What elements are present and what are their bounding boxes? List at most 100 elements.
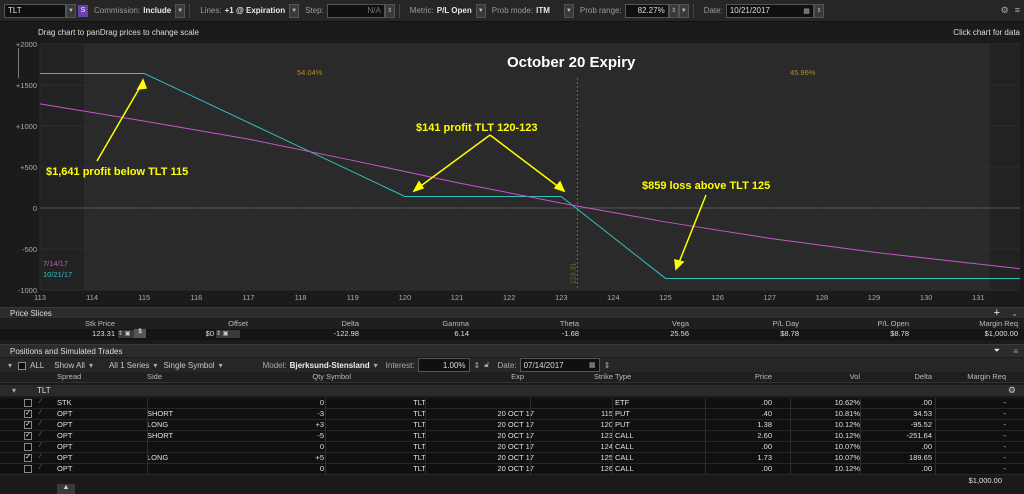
cell-qty[interactable]: 0 (319, 398, 324, 407)
cell-strike[interactable]: 115 (601, 409, 613, 418)
step-spinner[interactable]: ⇕ (384, 3, 395, 18)
prob-range-dropdown-button[interactable]: ▼ (678, 3, 689, 18)
cell-qty[interactable]: -5 (317, 431, 324, 440)
cell-price[interactable]: 1.73 (757, 453, 772, 462)
step-input[interactable]: N/A (326, 3, 385, 18)
add-slice-icon[interactable]: + (993, 307, 1000, 319)
cell-vol[interactable]: 10.81% (834, 409, 860, 418)
symbol-input[interactable]: TLT (4, 3, 66, 18)
cell-side[interactable]: LONG (147, 453, 169, 462)
collapse-icon[interactable]: ⌄ (1011, 308, 1018, 318)
dollar-icon[interactable]: $ (134, 329, 146, 338)
cell-side[interactable]: SHORT (147, 431, 174, 440)
lines-dropdown-button[interactable]: ▼ (289, 3, 300, 18)
cell-price[interactable]: 1.38 (757, 420, 772, 429)
cell-vol[interactable]: 10.12% (834, 420, 860, 429)
table-row[interactable]: ✓ ⁄ OPT SHORT -3 TLT 20 OCT 17 115 PUT .40 10.81% 3… (0, 409, 1024, 420)
cell-qty[interactable]: +3 (315, 420, 324, 429)
cell-side[interactable]: SHORT (147, 409, 174, 418)
table-row[interactable]: ⁄ OPT 0 TLT 20 OCT 17 124 CALL .00 10.07% .00 - (0, 442, 1024, 453)
chevron-down-icon[interactable]: ▾ (373, 360, 378, 370)
drag-handle-icon[interactable]: ⁄ (40, 453, 42, 460)
model-dropdown[interactable]: Bjerksund-Stensland (289, 360, 370, 370)
chevron-down-icon[interactable]: ▾ (88, 360, 93, 370)
pos-date-input[interactable]: 07/14/2017 ▦ (519, 358, 600, 372)
cell-vol[interactable]: 10.12% (834, 464, 860, 473)
symbol-group-row[interactable]: ▾ TLT ⚙ (0, 385, 1024, 396)
cell-price[interactable]: .00 (761, 398, 772, 407)
cell-vol[interactable]: 10.07% (834, 453, 860, 462)
cell-price[interactable]: .40 (761, 409, 772, 418)
interest-input[interactable]: 1.00% (417, 358, 470, 372)
interest-spinner[interactable]: ⇕ (473, 360, 481, 370)
cell-vol[interactable]: 10.07% (834, 442, 860, 451)
chart-canvas[interactable]: +2000 +1500 +1000 +500 0 -500 -1000 113 114 115 1… (0, 22, 1024, 304)
cell-qty[interactable]: -3 (317, 409, 324, 418)
drag-handle-icon[interactable]: ⁄ (40, 431, 42, 438)
drag-handle-icon[interactable]: ⁄ (40, 409, 42, 416)
symbol-mode-dropdown[interactable]: Single Symbol (163, 360, 215, 370)
chevron-down-icon[interactable]: ▾ (12, 386, 17, 395)
row-checkbox[interactable] (24, 443, 32, 451)
cell-exp[interactable]: 20 OCT 17 (497, 409, 534, 418)
cell-strike[interactable]: 120 (600, 420, 613, 429)
prob-mode-dropdown-button[interactable]: ▼ (563, 3, 574, 18)
cell-strike[interactable]: 124 (600, 442, 613, 451)
table-row[interactable]: ✓ ⁄ OPT SHORT -5 TLT 20 OCT 17 123 CALL 2.60 10.12… (0, 431, 1024, 442)
prob-range-input[interactable]: 82.27% (624, 3, 669, 18)
drag-handle-icon[interactable]: ⁄ (40, 464, 42, 471)
gear-icon[interactable]: ⚙ (1000, 5, 1009, 15)
stk-price-controls[interactable]: ⇕ ▣ (118, 330, 142, 338)
offset-controls[interactable]: ⇕ ▣ (216, 330, 240, 338)
table-row[interactable]: ⁄ STK 0 TLT ETF .00 10.62% .00 - (0, 398, 1024, 409)
series-dropdown[interactable]: All 1 Series (108, 360, 150, 370)
expand-icon[interactable]: ▾ (8, 360, 13, 370)
cell-side[interactable]: LONG (147, 420, 169, 429)
drag-handle-icon[interactable]: ⁄ (40, 420, 42, 427)
cell-qty[interactable]: 0 (319, 464, 324, 473)
zoom-slider[interactable] (18, 48, 24, 78)
lines-value[interactable]: +1 @ Expiration (224, 6, 286, 15)
cell-strike[interactable]: 125 (600, 453, 613, 462)
cell-price[interactable]: .00 (761, 442, 772, 451)
cell-exp[interactable]: 20 OCT 17 (497, 442, 534, 451)
date-input[interactable]: 10/21/2017 ▦ (725, 3, 814, 18)
price-slice-row[interactable]: 123.31 ⇕ ▣ $ $0 ⇕ ▣ -122.98 6.14 -1.68 2… (0, 329, 1024, 340)
cell-vol[interactable]: 10.62% (834, 398, 860, 407)
show-all-dropdown[interactable]: Show All (54, 360, 85, 370)
collapse-icon[interactable]: ⏷ (993, 346, 1000, 355)
cell-vol[interactable]: 10.12% (834, 431, 860, 440)
row-checkbox[interactable]: ✓ (24, 454, 32, 462)
table-row[interactable]: ⁄ OPT 0 TLT 20 OCT 17 126 CALL .00 10.12% .00 - (0, 464, 1024, 475)
gear-icon[interactable]: ⚙ (1007, 385, 1016, 395)
prob-range-spinner[interactable]: ⇕ (668, 3, 679, 18)
symbol-dropdown-button[interactable]: ▼ (66, 3, 76, 18)
cell-qty[interactable]: 0 (319, 442, 324, 451)
positions-header[interactable]: Positions and Simulated Trades ⏷ ≡ (0, 344, 1024, 357)
row-checkbox[interactable] (24, 465, 32, 473)
table-row[interactable]: ✓ ⁄ OPT LONG +5 TLT 20 OCT 17 125 CALL 1.73 10.07%… (0, 453, 1024, 464)
cell-exp[interactable]: 20 OCT 17 (497, 464, 534, 473)
prob-mode-value[interactable]: ITM (536, 6, 550, 15)
calendar-icon[interactable]: ▦ (803, 7, 810, 15)
cell-exp[interactable]: 20 OCT 17 (497, 420, 534, 429)
drag-handle-icon[interactable]: ⁄ (40, 442, 42, 449)
menu-icon[interactable]: ≡ (1014, 5, 1020, 15)
cell-strike[interactable]: 126 (600, 464, 613, 473)
commission-value[interactable]: Include (143, 6, 172, 15)
offset-value[interactable]: $0 (205, 329, 214, 338)
row-checkbox[interactable] (24, 399, 32, 407)
table-row[interactable]: ✓ ⁄ OPT LONG +3 TLT 20 OCT 17 120 PUT 1.38 10.12% -… (0, 420, 1024, 431)
cell-price[interactable]: .00 (761, 464, 772, 473)
metric-value[interactable]: P/L Open (436, 6, 472, 15)
symbol-link-icon[interactable]: S (78, 4, 88, 17)
cell-exp[interactable]: 20 OCT 17 (497, 453, 534, 462)
cell-qty[interactable]: +5 (315, 453, 324, 462)
scroll-up-button[interactable]: ▲ (57, 484, 75, 494)
menu-icon[interactable]: ≡ (1013, 346, 1018, 356)
price-slices-header[interactable]: Price Slices + ⌄ (0, 307, 1024, 319)
cell-price[interactable]: 2.60 (757, 431, 772, 440)
chevron-down-icon[interactable]: ▾ (218, 360, 223, 370)
select-all-checkbox[interactable] (18, 362, 27, 370)
cell-exp[interactable]: 20 OCT 17 (497, 431, 534, 440)
